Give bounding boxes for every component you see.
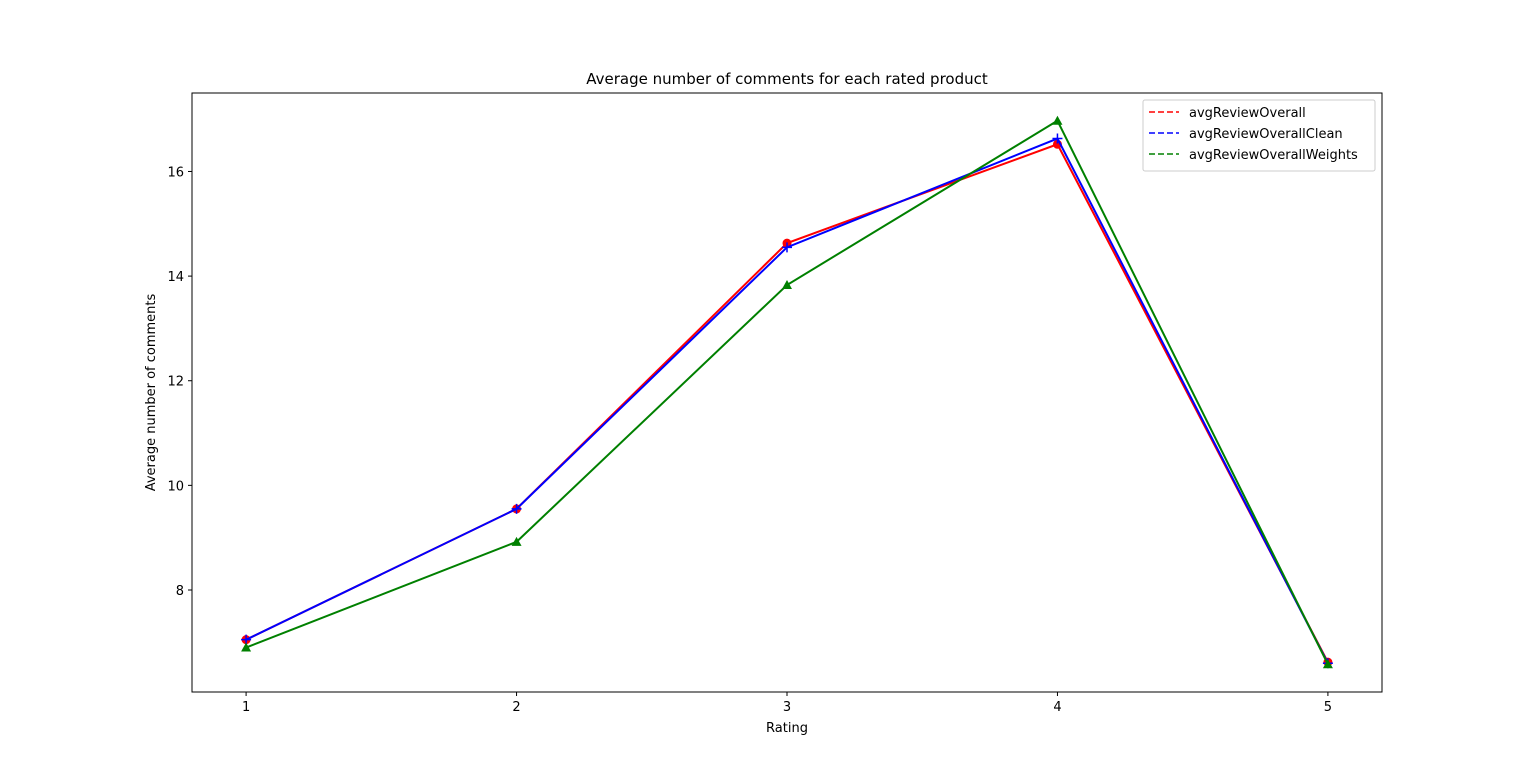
x-tick-label: 5: [1324, 700, 1332, 715]
legend-label: avgReviewOverall: [1189, 106, 1306, 121]
legend: avgReviewOverall avgReviewOverallClean avg…: [1142, 99, 1376, 172]
legend-entries: avgReviewOverall avgReviewOverallClean avg…: [1149, 106, 1358, 163]
series-layer: [241, 115, 1333, 669]
legend-entry: avgReviewOverallClean: [1149, 127, 1343, 142]
legend-box: [1142, 99, 1376, 172]
data-point: [1322, 659, 1333, 669]
data-point: [511, 536, 522, 546]
y-axis-ticks: 8 10 12 14 16: [167, 165, 192, 599]
legend-label: avgReviewOverallClean: [1189, 127, 1343, 142]
y-tick-label: 10: [167, 479, 184, 494]
legend-entry: avgReviewOverallWeights: [1149, 148, 1358, 163]
x-tick-label: 4: [1053, 700, 1061, 715]
series-avgReviewOverallWeights: [241, 115, 1333, 669]
x-tick-label: 3: [783, 700, 791, 715]
series-avgReviewOverallClean: [241, 133, 1333, 669]
x-axis-label: Rating: [766, 721, 808, 736]
y-tick-label: 14: [167, 270, 184, 285]
x-tick-label: 1: [242, 700, 250, 715]
plot-area: [191, 92, 1383, 693]
legend-entry: avgReviewOverall: [1149, 106, 1306, 121]
chart-title: Average number of comments for each rate…: [586, 70, 988, 88]
series-line: [245, 119, 1329, 665]
series-avgReviewOverall: [241, 139, 1333, 667]
y-axis-label: Average number of comments: [144, 293, 159, 491]
x-tick-label: 2: [512, 700, 520, 715]
data-point: [782, 279, 792, 289]
data-point: [241, 642, 252, 652]
legend-label: avgReviewOverallWeights: [1189, 148, 1358, 163]
x-axis-ticks: 1 2 3 4 5: [242, 692, 1332, 715]
data-point: [511, 503, 522, 514]
plot-frame: [191, 92, 1383, 693]
data-point: [1052, 133, 1063, 144]
y-tick-label: 12: [167, 375, 184, 390]
data-point: [1052, 115, 1063, 125]
y-tick-label: 8: [176, 584, 184, 599]
data-point: [782, 242, 792, 253]
y-tick-label: 16: [167, 165, 184, 180]
